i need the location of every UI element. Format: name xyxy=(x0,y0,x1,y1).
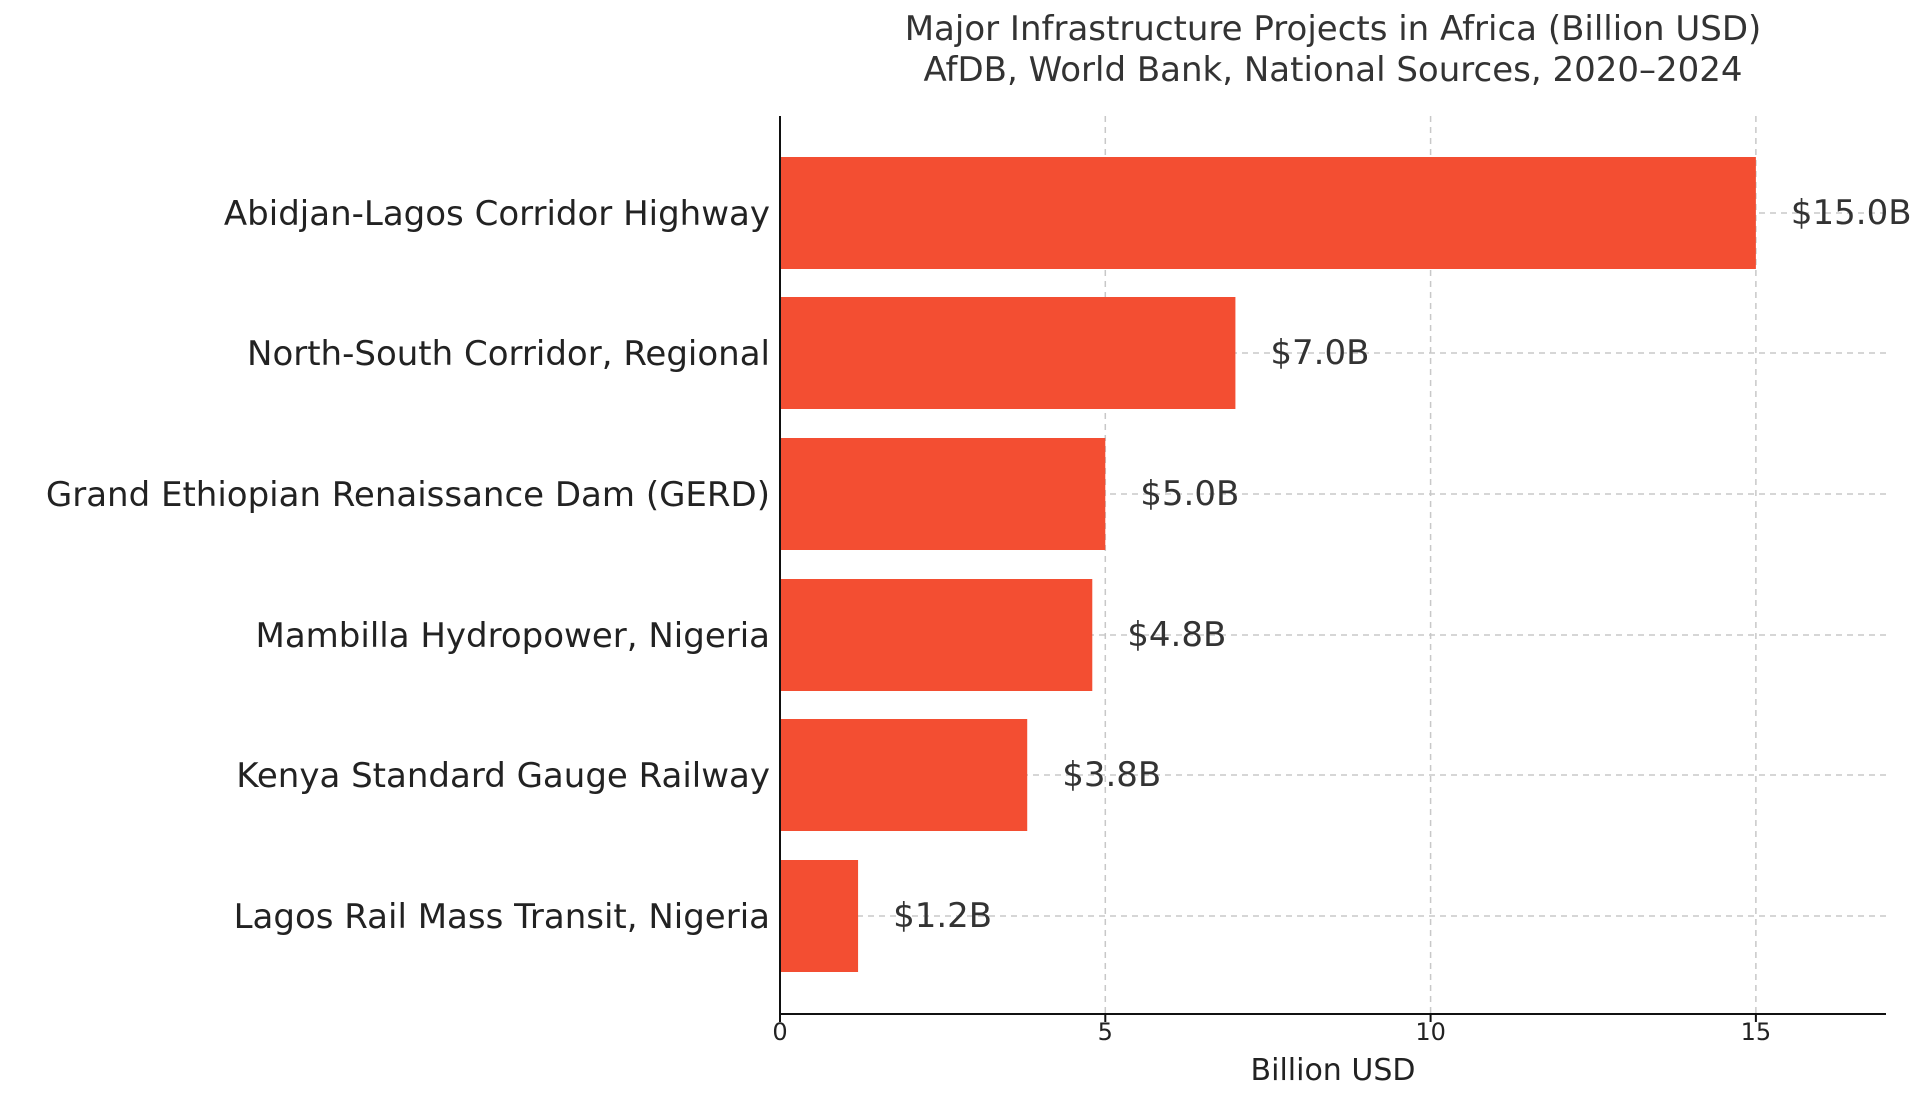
bar-1 xyxy=(780,297,1236,409)
bar-4 xyxy=(780,719,1028,831)
bar-5 xyxy=(780,860,859,972)
x-tick-label-10: 10 xyxy=(1415,1018,1446,1046)
bar-3 xyxy=(780,579,1093,691)
data-label-4: $3.8B xyxy=(1062,755,1161,795)
y-tick-label-2: Grand Ethiopian Renaissance Dam (GERD) xyxy=(46,475,770,515)
x-tick-label-15: 15 xyxy=(1741,1018,1772,1046)
bar-0 xyxy=(780,157,1756,269)
data-label-3: $4.8B xyxy=(1127,615,1226,655)
chart-title: Major Infrastructure Projects in Africa … xyxy=(905,9,1762,49)
axes xyxy=(779,116,1886,1022)
chart-labels: Abidjan-Lagos Corridor Highway $15.0B Nort… xyxy=(46,193,1912,1046)
data-label-5: $1.2B xyxy=(893,896,992,936)
x-tick-label-0: 0 xyxy=(772,1018,787,1046)
y-tick-label-1: North-South Corridor, Regional xyxy=(247,334,770,374)
x-axis-title: Billion USD xyxy=(1251,1053,1416,1088)
y-tick-label-0: Abidjan-Lagos Corridor Highway xyxy=(224,194,770,234)
y-tick-label-3: Mambilla Hydropower, Nigeria xyxy=(256,616,771,656)
data-label-0: $15.0B xyxy=(1791,193,1912,233)
data-label-2: $5.0B xyxy=(1140,474,1239,514)
y-tick-label-4: Kenya Standard Gauge Railway xyxy=(236,756,770,796)
y-tick-label-5: Lagos Rail Mass Transit, Nigeria xyxy=(234,897,770,937)
x-tick-label-5: 5 xyxy=(1098,1018,1113,1046)
bar-2 xyxy=(780,438,1106,550)
data-label-1: $7.0B xyxy=(1270,333,1369,373)
bars xyxy=(780,157,1756,972)
chart-subtitle: AfDB, World Bank, National Sources, 2020… xyxy=(923,50,1742,90)
